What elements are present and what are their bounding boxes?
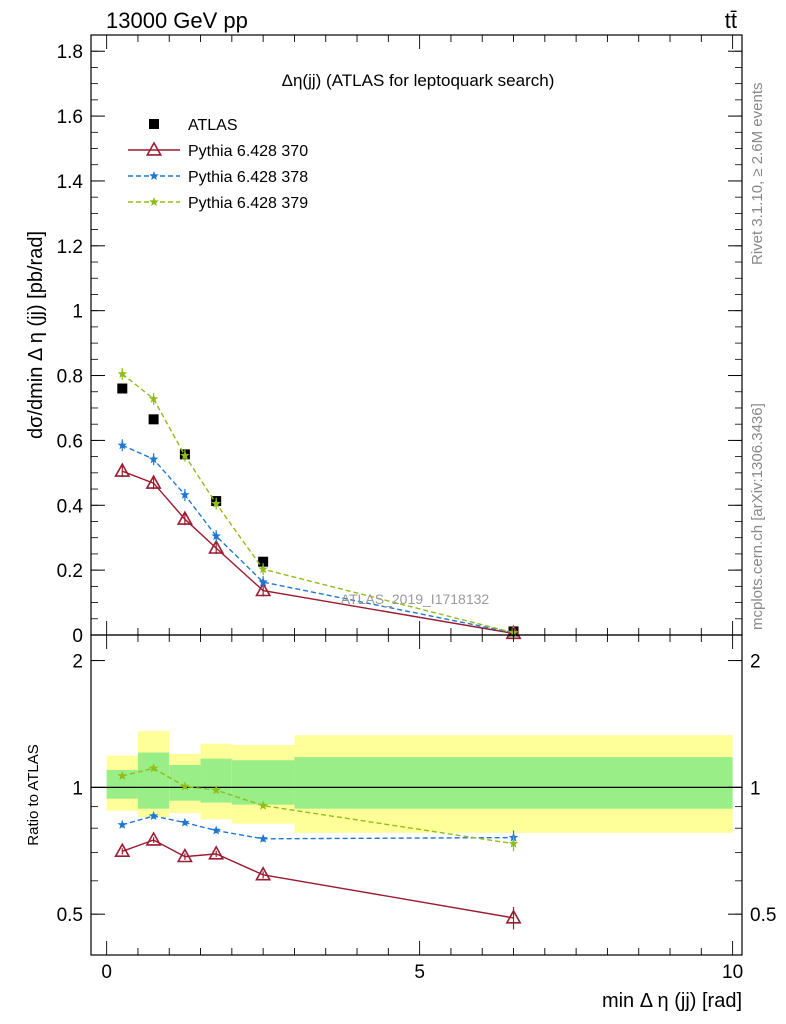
legend-label-pythia-6-428-378: Pythia 6.428 378 bbox=[188, 169, 308, 186]
main-panel-frame: 0 0.2 0.4 0.6 0.8 1 1.2 1.4 1.6 1.8 bbox=[57, 34, 743, 647]
pythia-6-428-378-point-1 bbox=[148, 454, 159, 464]
pythia-6-428-379-point-2 bbox=[180, 450, 190, 460]
legend: ATLAS Pythia 6.428 370 Pythia 6.428 378 Pyt… bbox=[128, 117, 308, 212]
ratio-y-tick-label-right-1: 1 bbox=[750, 778, 761, 799]
ratio-pythia-6-428-370-point-3 bbox=[208, 845, 225, 860]
ratio-pythia-6-428-370-point-4 bbox=[255, 866, 272, 881]
ratio-pythia-6-428-378-point-2 bbox=[180, 817, 190, 827]
atlas-point-1 bbox=[148, 414, 159, 425]
pythia-6-428-378-point-0 bbox=[117, 440, 128, 450]
x-tick-label-2: 10 bbox=[722, 962, 743, 983]
y-tick-label-5: 1 bbox=[72, 302, 83, 323]
rivet-label: Rivet 3.1.10, ≥ 2.6M events bbox=[749, 83, 766, 266]
legend-atlas-point-0 bbox=[149, 119, 159, 129]
ratio-pythia-6-428-370-point-2 bbox=[176, 847, 193, 863]
ratio-panel-frame: 0.5 0.5 1 1 2 2 bbox=[57, 634, 776, 956]
uncertainty-band-green-4 bbox=[231, 760, 295, 805]
ratio-pythia-6-428-379-point-4 bbox=[258, 800, 268, 810]
pythia-6-428-378-point-4 bbox=[258, 577, 268, 587]
ratio-panel-background bbox=[91, 731, 742, 833]
y-tick-label-9: 1.8 bbox=[57, 42, 83, 63]
pythia-6-428-379-point-3 bbox=[211, 498, 221, 508]
legend-label-pythia-6-428-379: Pythia 6.428 379 bbox=[188, 195, 308, 212]
legend-label-atlas: ATLAS bbox=[188, 117, 238, 134]
ratio-y-tick-label-right-0: 0.5 bbox=[750, 905, 776, 926]
ratio-frame-border bbox=[90, 634, 743, 956]
line-pythia-6-428-378 bbox=[122, 444, 514, 634]
process-label: tt̄ bbox=[725, 8, 737, 33]
ratio-line-pythia-6-428-378 bbox=[122, 815, 514, 840]
ratio-y-tick-label-1: 1 bbox=[72, 778, 83, 799]
ratio-pythia-6-428-379-point-2 bbox=[180, 781, 190, 791]
pythia-6-428-378-point-2 bbox=[180, 489, 190, 499]
ratio-line-pythia-6-428-370 bbox=[122, 839, 514, 919]
y-tick-label-0: 0 bbox=[72, 626, 83, 647]
y-tick-label-4: 0.8 bbox=[57, 367, 83, 388]
y-tick-label-8: 1.6 bbox=[57, 107, 83, 128]
y-tick-label-3: 0.6 bbox=[57, 431, 83, 452]
y-tick-label-7: 1.4 bbox=[57, 172, 84, 193]
ratio-y-axis-label: Ratio to ATLAS bbox=[25, 744, 42, 845]
ratio-pythia-6-428-379-point-5 bbox=[508, 838, 519, 848]
pythia-6-428-378-point-3 bbox=[211, 531, 221, 541]
ratio-pythia-6-428-379-point-0 bbox=[117, 770, 128, 780]
legend-label-pythia-6-428-370: Pythia 6.428 370 bbox=[188, 143, 308, 160]
ratio-y-tick-label-0: 0.5 bbox=[57, 905, 83, 926]
ratio-pythia-6-428-370-point-5 bbox=[505, 909, 522, 924]
ratio-pythia-6-428-370-point-1 bbox=[145, 831, 162, 846]
pythia-6-428-370-point-4 bbox=[255, 581, 272, 597]
y-tick-label-2: 0.4 bbox=[57, 496, 84, 517]
mcplots-label: mcplots.cern.ch [arXiv:1306.3436] bbox=[749, 403, 766, 630]
ratio-y-tick-label-2: 2 bbox=[72, 652, 83, 673]
uncertainty-band-green-3 bbox=[200, 758, 232, 803]
x-tick-label-1: 5 bbox=[414, 962, 425, 983]
atlas-point-4 bbox=[258, 556, 269, 567]
pythia-6-428-379-point-1 bbox=[148, 393, 159, 403]
energy-label: 13000 GeV pp bbox=[106, 8, 248, 33]
ratio-pythia-6-428-378-point-3 bbox=[211, 825, 221, 835]
line-pythia-6-428-379 bbox=[121, 373, 514, 634]
line-pythia-6-428-370 bbox=[122, 470, 514, 635]
ratio-line-pythia-6-428-379 bbox=[122, 767, 514, 845]
analysis-watermark: ATLAS_2019_I1718132 bbox=[341, 591, 490, 607]
atlas-point-0 bbox=[117, 383, 128, 394]
ratio-pythia-6-428-370-point-0 bbox=[114, 842, 131, 858]
ratio-y-tick-label-right-2: 2 bbox=[750, 652, 761, 673]
x-axis-tick-labels: 0 5 10 bbox=[101, 962, 743, 983]
legend-pythia-6-428-378-point-0 bbox=[149, 171, 159, 180]
pythia-6-428-370-point-2 bbox=[176, 510, 193, 525]
ratio-pythia-6-428-379-point-3 bbox=[211, 785, 221, 795]
legend-pythia-6-428-379-point-0 bbox=[149, 197, 159, 206]
x-tick-label-0: 0 bbox=[101, 962, 112, 983]
ratio-pythia-6-428-379-point-1 bbox=[148, 763, 159, 773]
pythia-6-428-370-point-1 bbox=[145, 474, 162, 489]
ratio-panel-series bbox=[114, 763, 522, 930]
chart-title: Δη(jj) (ATLAS for leptoquark search) bbox=[282, 71, 555, 90]
y-axis-label: dσ/dmin Δ η (jj) [pb/rad] bbox=[25, 231, 47, 439]
pythia-6-428-379-point-0 bbox=[117, 368, 128, 378]
pythia-6-428-370-point-0 bbox=[114, 462, 131, 477]
uncertainty-band-green-1 bbox=[137, 752, 170, 809]
ratio-pythia-6-428-378-point-1 bbox=[148, 811, 159, 821]
legend-pythia-6-428-370-point-0 bbox=[145, 141, 163, 156]
x-axis-label: min Δ η (jj) [rad] bbox=[602, 990, 742, 1012]
y-tick-label-1: 0.2 bbox=[57, 561, 83, 582]
ratio-pythia-6-428-378-point-4 bbox=[258, 833, 268, 843]
ratio-pythia-6-428-378-point-0 bbox=[117, 819, 128, 829]
pythia-6-428-370-point-3 bbox=[208, 539, 225, 554]
y-tick-label-6: 1.2 bbox=[57, 237, 83, 258]
pythia-6-428-379-point-4 bbox=[258, 564, 268, 574]
uncertainty-band-green-5 bbox=[294, 757, 733, 809]
